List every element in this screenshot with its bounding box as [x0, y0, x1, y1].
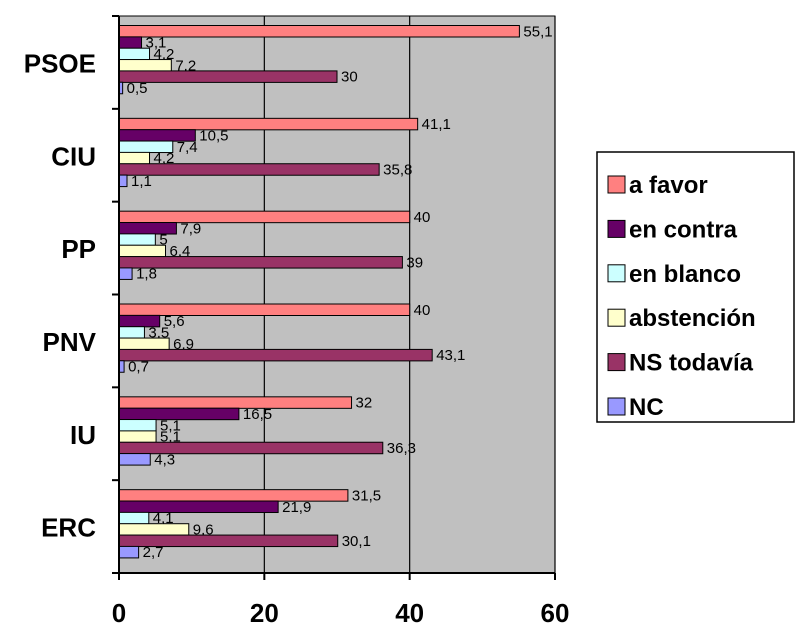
- legend-label: en blanco: [629, 261, 741, 288]
- legend-label: a favor: [629, 172, 708, 199]
- bar: [118, 59, 172, 72]
- bar: [118, 396, 353, 409]
- legend-swatch: [607, 219, 626, 238]
- data-label: 7,2: [175, 57, 196, 74]
- data-label: 55,1: [523, 23, 552, 40]
- data-label: 31,5: [352, 487, 381, 504]
- bar: [118, 210, 411, 224]
- legend-swatch: [607, 264, 626, 283]
- data-label: 10,5: [199, 127, 228, 144]
- bar: [118, 163, 380, 176]
- bar: [118, 430, 157, 443]
- data-label: 7,4: [177, 139, 198, 156]
- legend-swatch: [607, 308, 626, 327]
- category-label: PNV: [43, 327, 97, 357]
- bar: [118, 70, 338, 83]
- x-tick-label: 0: [112, 598, 126, 628]
- bar: [118, 174, 128, 188]
- data-label: 43,1: [436, 347, 465, 364]
- data-label: 5,1: [160, 417, 181, 434]
- data-label: 41,1: [422, 116, 451, 133]
- legend-label: NC: [629, 394, 664, 421]
- data-label: 0,5: [127, 80, 148, 97]
- data-label: 30,1: [342, 533, 371, 550]
- bar: [118, 303, 411, 316]
- legend: [596, 151, 795, 423]
- category-label: CIU: [51, 141, 96, 171]
- data-label: 16,5: [243, 406, 272, 423]
- category-label: PSOE: [24, 48, 96, 78]
- bar: [118, 489, 349, 502]
- bar: [118, 222, 177, 235]
- data-label: 5,6: [164, 313, 185, 330]
- bar: [118, 453, 151, 466]
- bar: [118, 337, 170, 351]
- data-label: 4,3: [154, 451, 175, 468]
- data-label: 6,4: [170, 243, 191, 260]
- data-label: 1,8: [136, 266, 157, 283]
- bar: [118, 523, 190, 536]
- data-label: 5: [159, 232, 167, 249]
- bar: [118, 25, 520, 38]
- bar: [118, 233, 156, 246]
- data-label: 4,1: [153, 510, 174, 527]
- x-tick-label: 40: [395, 598, 424, 628]
- bar: [118, 348, 433, 362]
- bar: [118, 256, 403, 269]
- data-label: 32: [356, 395, 373, 412]
- data-label: 3,5: [148, 324, 169, 341]
- legend-label: en contra: [629, 216, 738, 243]
- data-label: 30: [341, 69, 358, 86]
- bar: [118, 545, 140, 559]
- category-label: ERC: [41, 513, 96, 543]
- data-label: 5,1: [160, 429, 181, 446]
- data-label: 4,2: [154, 150, 175, 167]
- bar: [118, 117, 419, 131]
- x-tick-label: 20: [250, 598, 279, 628]
- bar: [118, 326, 145, 339]
- data-label: 6,9: [173, 336, 194, 353]
- bar: [118, 267, 133, 280]
- data-label: 7,9: [180, 220, 201, 237]
- bar: [118, 36, 143, 49]
- data-label: 40: [414, 209, 431, 226]
- legend-swatch: [607, 397, 626, 416]
- data-label: 36,3: [387, 440, 416, 457]
- legend-swatch: [607, 353, 626, 372]
- data-label: 9,6: [193, 521, 214, 538]
- data-label: 39: [406, 254, 423, 271]
- bar: [118, 419, 157, 432]
- data-label: 35,8: [383, 161, 412, 178]
- legend-swatch: [607, 175, 626, 194]
- data-label: 21,9: [282, 499, 311, 516]
- bar: [118, 511, 150, 525]
- bar: [118, 151, 151, 165]
- bar: [118, 47, 151, 61]
- data-label: 1,1: [131, 173, 152, 190]
- data-label: 40: [414, 302, 431, 319]
- data-label: 3,1: [146, 35, 167, 52]
- plot-area: [118, 15, 556, 574]
- data-label: 2,7: [143, 544, 164, 561]
- x-tick-label: 60: [541, 598, 570, 628]
- legend-label: abstención: [629, 305, 756, 332]
- legend-label: NS todavía: [629, 350, 754, 377]
- data-label: 4,2: [154, 46, 175, 63]
- bar: [118, 500, 279, 514]
- bar: [118, 244, 167, 258]
- data-label: 0,7: [128, 359, 149, 376]
- category-label: PP: [61, 234, 96, 264]
- category-label: IU: [70, 420, 96, 450]
